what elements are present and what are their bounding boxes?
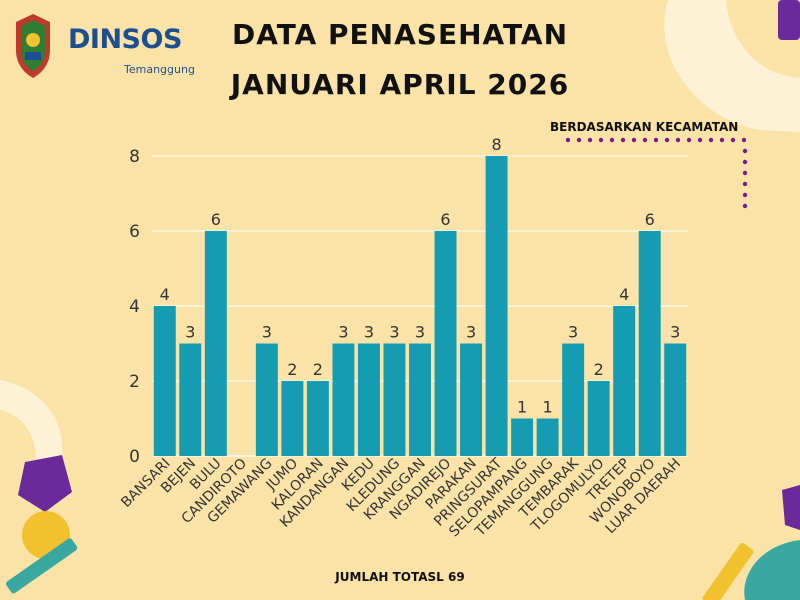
connector-dot [609, 137, 615, 143]
connector-dot [742, 203, 748, 209]
y-tick-label: 4 [129, 297, 140, 317]
subtitle-note: BERDASARKAN KECAMATAN [550, 120, 739, 134]
bar-value-label: 3 [389, 323, 399, 342]
connector-dot [576, 137, 582, 143]
bar-value-label: 3 [338, 323, 348, 342]
bar-value-label: 3 [185, 323, 195, 342]
decor-bottom-right-purple [782, 485, 800, 530]
connector-dot [620, 137, 626, 143]
bar-value-label: 6 [440, 210, 450, 229]
bar [485, 156, 508, 456]
connector-dot [742, 170, 748, 176]
bar [204, 231, 227, 456]
y-tick-label: 2 [129, 372, 140, 392]
bar-value-label: 6 [645, 210, 655, 229]
bar-value-label: 3 [364, 323, 374, 342]
decor-top-right-purple [778, 0, 800, 40]
bar [536, 418, 559, 456]
bar [306, 381, 329, 456]
y-tick-label: 6 [129, 222, 140, 242]
connector-dot [741, 137, 747, 143]
y-axis: 0 2 4 6 8 [129, 147, 140, 467]
connector-dot [653, 137, 659, 143]
decor-bottom-right-yellow [702, 542, 754, 600]
bar-value-label: 2 [594, 360, 604, 379]
connector-dot [742, 148, 748, 154]
y-tick-label: 0 [129, 447, 140, 467]
bar [255, 343, 278, 456]
connector-dot [742, 192, 748, 198]
connector-dot [675, 137, 681, 143]
bar-value-label: 8 [491, 135, 501, 154]
bar-value-label: 2 [287, 360, 297, 379]
bar-value-label: 3 [466, 323, 476, 342]
y-tick-label: 8 [129, 147, 140, 167]
bar-value-label: 4 [160, 285, 170, 304]
bar [638, 231, 661, 456]
total-label: JUMLAH TOTASL 69 [335, 570, 465, 584]
connector-dot [664, 137, 670, 143]
logo-wordmark: DINSOS [68, 24, 182, 55]
page-title-line2: JANUARI APRIL 2026 [230, 68, 570, 101]
decor-bottom-right-arc [744, 540, 800, 600]
decor-top-right-arc [664, 0, 800, 132]
bar [511, 418, 534, 456]
connector-dot [631, 137, 637, 143]
emblem-icon [16, 14, 50, 78]
bar [587, 381, 610, 456]
bar [179, 343, 202, 456]
bar-value-label: 3 [262, 323, 272, 342]
connector-dot [730, 137, 736, 143]
bar-value-label: 6 [211, 210, 221, 229]
dotted-connector [565, 137, 748, 209]
logo-subtext: Temanggung [124, 63, 195, 76]
bar [460, 343, 483, 456]
bar [153, 306, 176, 456]
connector-dot [565, 137, 571, 143]
bar-value-label: 1 [543, 398, 553, 417]
bar [434, 231, 457, 456]
connector-dot [708, 137, 714, 143]
connector-dot [697, 137, 703, 143]
bar-value-label: 2 [313, 360, 323, 379]
bar-series [153, 156, 687, 456]
connector-dot [587, 137, 593, 143]
x-axis: BANSARIBEJENBULUCANDIROTOGEMAWANGJUMOKAL… [118, 455, 684, 540]
bar [562, 343, 585, 456]
connector-dot [598, 137, 604, 143]
bar [332, 343, 355, 456]
bar-value-label: 1 [517, 398, 527, 417]
decor-left-teal [6, 538, 78, 594]
bar [357, 343, 380, 456]
bar [409, 343, 431, 456]
decor-left-arc [0, 380, 63, 470]
bar [281, 381, 304, 456]
bar-value-label: 3 [568, 323, 578, 342]
connector-dot [742, 159, 748, 165]
connector-dot [719, 137, 725, 143]
bar [664, 343, 687, 456]
decor-left-purple [18, 455, 72, 512]
connector-dot [742, 181, 748, 187]
bar-value-label: 3 [670, 323, 680, 342]
connector-dot [686, 137, 692, 143]
bar-value-label: 4 [619, 285, 629, 304]
bar [383, 343, 406, 456]
page-title-line1: DATA PENASEHATAN [231, 18, 569, 51]
connector-dot [642, 137, 648, 143]
bar-value-label: 3 [415, 323, 425, 342]
bar [613, 306, 636, 456]
